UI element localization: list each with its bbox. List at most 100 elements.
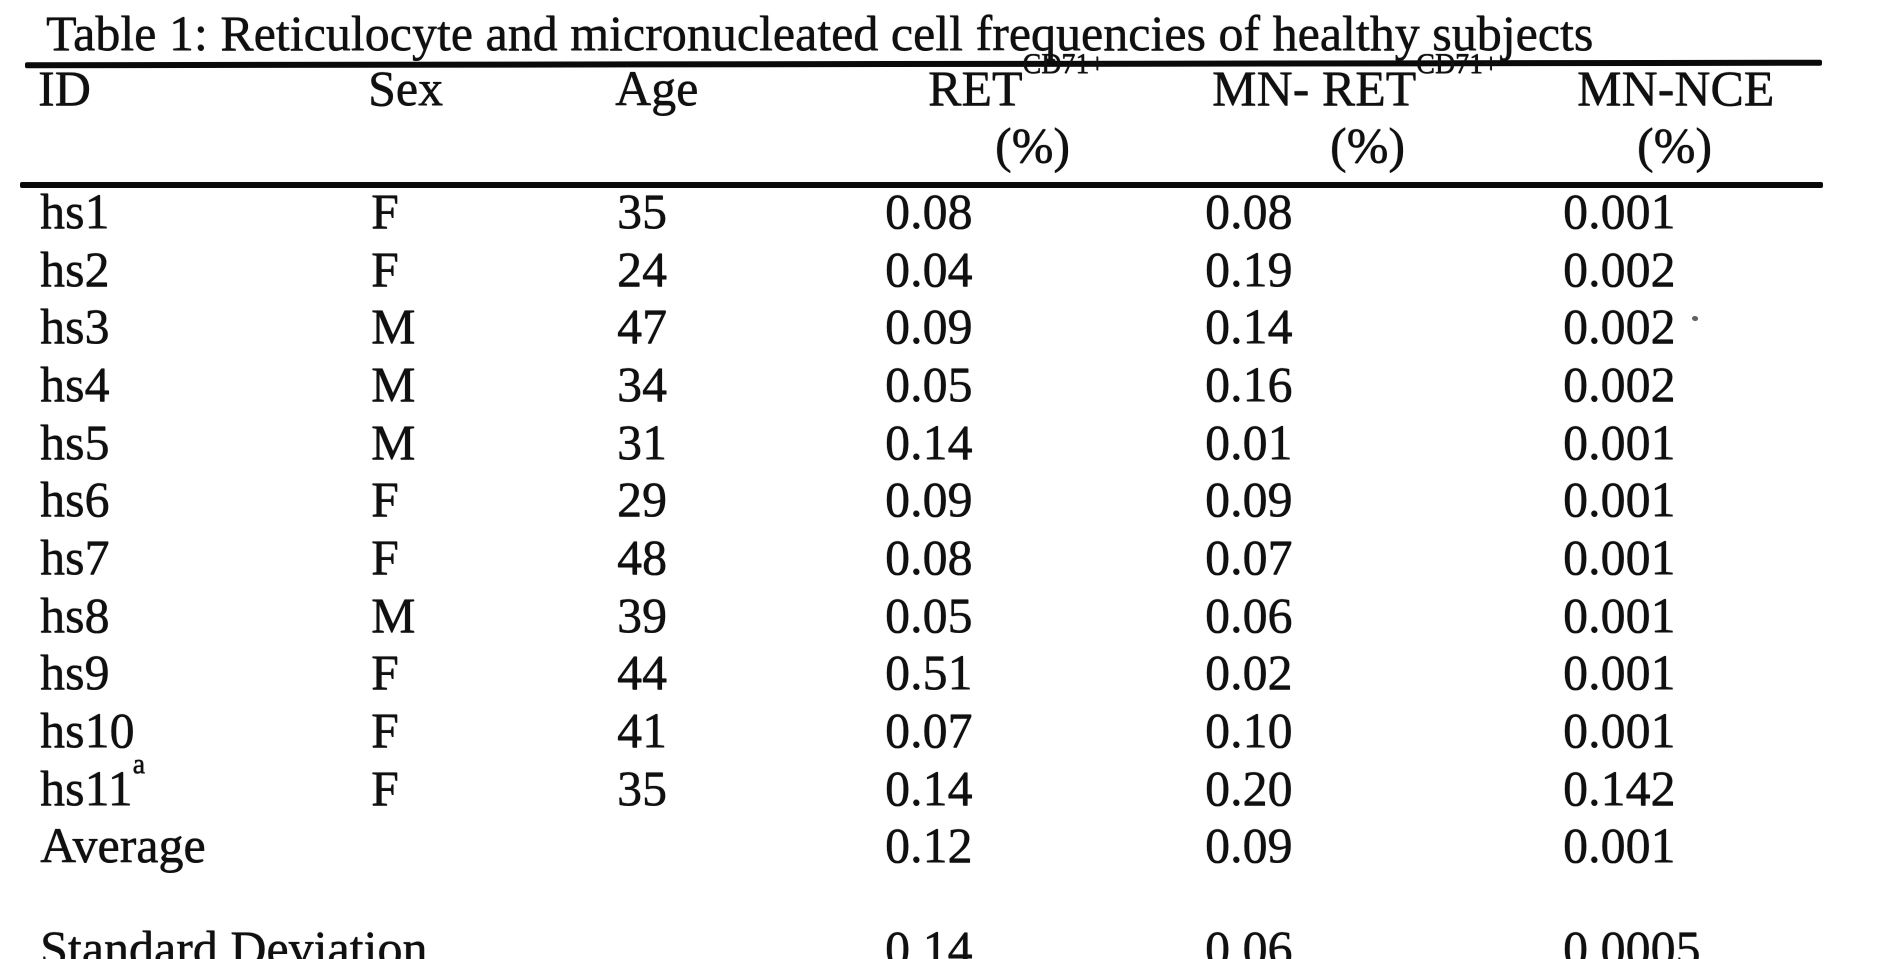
cell-mn-nce: 0.142	[1563, 760, 1676, 816]
col-header-age: Age	[615, 60, 699, 116]
table-row-standard-deviation: Standard Deviation 0.14 0.06 0.0005	[0, 923, 1889, 959]
cell-mn-ret: 0.08	[1205, 183, 1293, 239]
cell-mn-ret: 0.06	[1205, 920, 1293, 959]
cell-sex: F	[371, 529, 399, 585]
col-unit-mn-nce: (%)	[1637, 117, 1712, 173]
cell-mn-ret: 0.09	[1205, 817, 1293, 873]
cell-id: Average	[40, 817, 206, 873]
cell-sex: F	[371, 644, 399, 700]
cell-age: 35	[617, 760, 667, 816]
cell-mn-nce: 0.001	[1563, 471, 1676, 527]
cell-ret: 0.08	[885, 529, 973, 585]
cell-id: hs3	[40, 298, 110, 354]
cell-sex: F	[371, 241, 399, 297]
col-unit-mn-ret: (%)	[1330, 117, 1405, 173]
cell-age: 47	[617, 298, 667, 354]
cell-mn-ret: 0.19	[1205, 241, 1293, 297]
table-row-average: Average 0.12 0.09 0.001	[0, 820, 1889, 877]
cell-age: 34	[617, 356, 667, 412]
cell-mn-nce: 0.001	[1563, 414, 1676, 470]
cell-sex: M	[371, 414, 416, 470]
cell-ret: 0.14	[885, 920, 973, 959]
cell-id: hs7	[40, 529, 110, 585]
col-header-mn-nce: MN-NCE	[1577, 60, 1775, 116]
cell-mn-ret: 0.07	[1205, 529, 1293, 585]
cell-ret: 0.05	[885, 356, 973, 412]
cell-id: hs1	[40, 183, 110, 239]
cell-mn-nce: 0.001	[1563, 183, 1676, 239]
table-row: hs8 M 39 0.05 0.06 0.001	[0, 590, 1889, 647]
cell-age: 35	[617, 183, 667, 239]
cell-sex: F	[371, 760, 399, 816]
cell-age: 24	[617, 241, 667, 297]
cell-mn-nce: 0.001	[1563, 702, 1676, 758]
table-row: hs1 F 35 0.08 0.08 0.001	[0, 186, 1889, 243]
cell-mn-ret: 0.10	[1205, 702, 1293, 758]
table-title: Table 1: Reticulocyte and micronucleated…	[46, 5, 1594, 61]
table-row: hs4 M 34 0.05 0.16 0.002	[0, 359, 1889, 416]
table-row: hs5 M 31 0.14 0.01 0.001	[0, 417, 1889, 474]
col-header-mn-ret-superscript: CD71+	[1416, 48, 1499, 80]
cell-mn-nce: 0.002	[1563, 241, 1676, 297]
cell-mn-nce: 0.001	[1563, 644, 1676, 700]
col-unit-ret: (%)	[995, 117, 1070, 173]
cell-sex: M	[371, 356, 416, 412]
cell-id: hs8	[40, 587, 110, 643]
cell-mn-nce: 0.001	[1563, 587, 1676, 643]
table-row: hs6 F 29 0.09 0.09 0.001	[0, 474, 1889, 531]
cell-sex: M	[371, 587, 416, 643]
cell-ret: 0.05	[885, 587, 973, 643]
cell-mn-ret: 0.16	[1205, 356, 1293, 412]
cell-mn-ret: 0.20	[1205, 760, 1293, 816]
cell-sex: F	[371, 183, 399, 239]
cell-age: 44	[617, 644, 667, 700]
cell-id: hs10	[40, 702, 135, 758]
cell-ret: 0.09	[885, 298, 973, 354]
cell-id: hs5	[40, 414, 110, 470]
cell-age: 48	[617, 529, 667, 585]
cell-mn-nce: 0.001	[1563, 817, 1676, 873]
cell-sex: F	[371, 702, 399, 758]
cell-ret: 0.07	[885, 702, 973, 758]
cell-id: Standard Deviation	[40, 920, 428, 959]
col-header-ret-superscript: CD71+	[1022, 48, 1106, 80]
cell-id: hs2	[40, 241, 110, 297]
cell-id: hs6	[40, 471, 110, 527]
cell-mn-nce: 0.002	[1563, 356, 1676, 412]
col-header-id: ID	[38, 60, 91, 116]
col-header-mn-ret: MN- RETCD71+	[1212, 48, 1499, 116]
cell-id-superscript: a	[132, 748, 146, 780]
cell-mn-nce: 0.0005	[1563, 920, 1701, 959]
table-rule-header-bottom	[20, 182, 1823, 188]
cell-age: 29	[617, 471, 667, 527]
cell-sex: F	[371, 471, 399, 527]
cell-ret: 0.14	[885, 414, 973, 470]
cell-mn-nce: 0.001	[1563, 529, 1676, 585]
cell-mn-ret: 0.01	[1205, 414, 1293, 470]
cell-mn-ret: 0.14	[1205, 298, 1293, 354]
cell-id: hs9	[40, 644, 110, 700]
cell-ret: 0.51	[885, 644, 973, 700]
table-row: hs2 F 24 0.04 0.19 0.002	[0, 244, 1889, 301]
cell-mn-ret: 0.09	[1205, 471, 1293, 527]
cell-ret: 0.12	[885, 817, 973, 873]
cell-mn-ret: 0.06	[1205, 587, 1293, 643]
col-header-ret: RETCD71+	[928, 48, 1106, 116]
table-row: hs10 F 41 0.07 0.10 0.001	[0, 705, 1889, 762]
table-row: hs11a F 35 0.14 0.20 0.142	[0, 750, 1889, 820]
cell-sex: M	[371, 298, 416, 354]
cell-ret: 0.08	[885, 183, 973, 239]
cell-age: 31	[617, 414, 667, 470]
col-header-sex: Sex	[368, 60, 443, 116]
table-rule-top	[24, 59, 1823, 69]
cell-age: 41	[617, 702, 667, 758]
cell-ret: 0.04	[885, 241, 973, 297]
cell-ret: 0.14	[885, 760, 973, 816]
cell-id: hs4	[40, 356, 110, 412]
cell-mn-ret: 0.02	[1205, 644, 1293, 700]
cell-ret: 0.09	[885, 471, 973, 527]
cell-mn-nce: 0.002	[1563, 298, 1676, 354]
table-row: hs3 M 47 0.09 0.14 0.002	[0, 301, 1889, 358]
table-row: hs9 F 44 0.51 0.02 0.001	[0, 647, 1889, 704]
